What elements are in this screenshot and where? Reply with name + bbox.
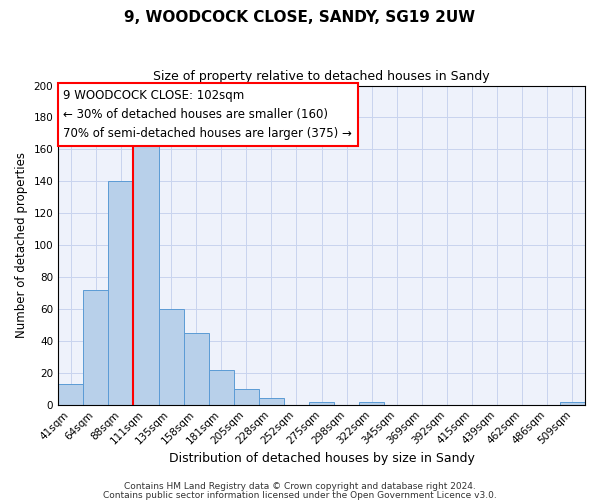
Text: Contains public sector information licensed under the Open Government Licence v3: Contains public sector information licen… [103,490,497,500]
Bar [359,402,385,404]
Bar [309,402,334,404]
Bar [209,370,234,404]
Bar [109,182,133,404]
Text: 9, WOODCOCK CLOSE, SANDY, SG19 2UW: 9, WOODCOCK CLOSE, SANDY, SG19 2UW [124,10,476,25]
Bar [83,290,109,405]
Bar [158,309,184,404]
Bar [234,389,259,404]
Y-axis label: Number of detached properties: Number of detached properties [15,152,28,338]
Bar [560,402,585,404]
Text: 9 WOODCOCK CLOSE: 102sqm
← 30% of detached houses are smaller (160)
70% of semi-: 9 WOODCOCK CLOSE: 102sqm ← 30% of detach… [64,88,352,140]
Bar [58,384,83,404]
X-axis label: Distribution of detached houses by size in Sandy: Distribution of detached houses by size … [169,452,475,465]
Bar [184,333,209,404]
Bar [259,398,284,404]
Text: Contains HM Land Registry data © Crown copyright and database right 2024.: Contains HM Land Registry data © Crown c… [124,482,476,491]
Title: Size of property relative to detached houses in Sandy: Size of property relative to detached ho… [153,70,490,83]
Bar [133,140,158,404]
